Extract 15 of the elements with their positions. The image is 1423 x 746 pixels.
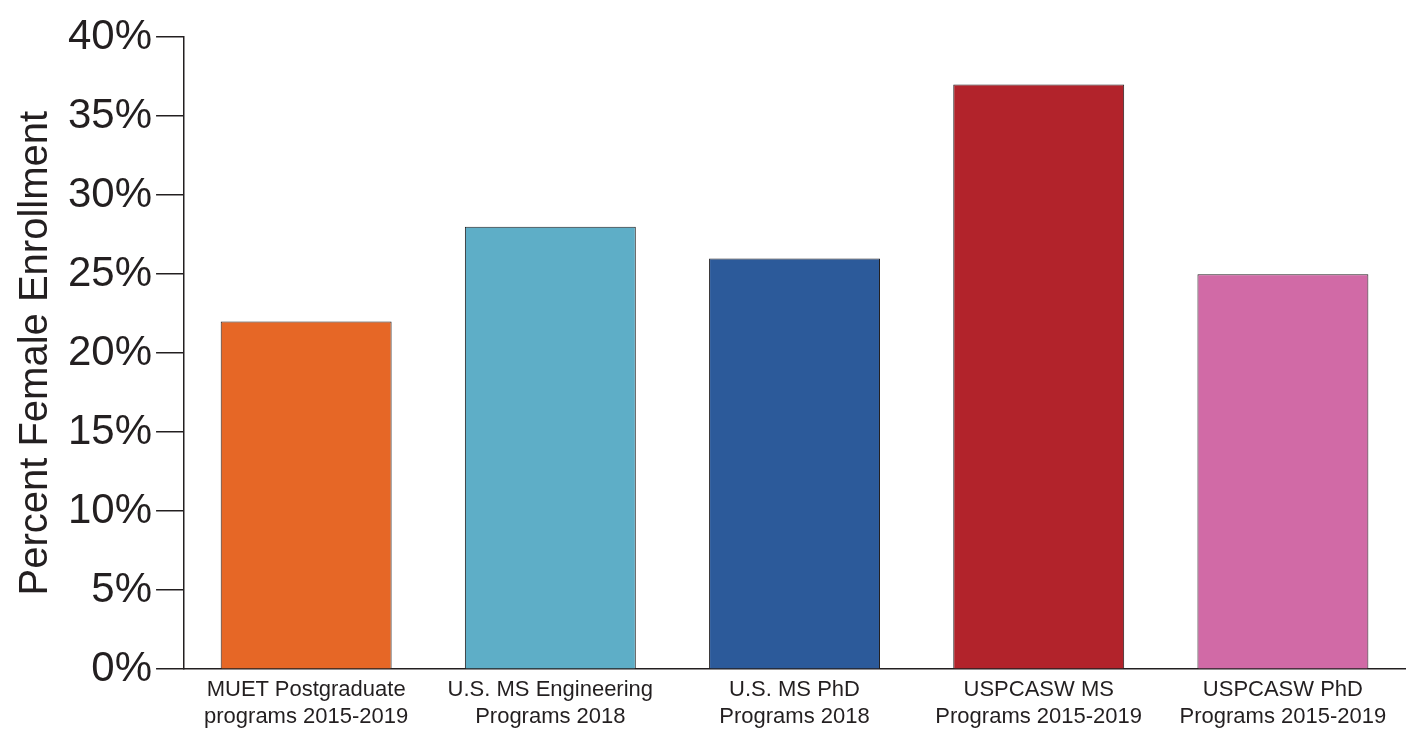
x-tick-label: MUET Postgraduate programs 2015-2019 bbox=[204, 676, 409, 728]
y-tick-label: 25% bbox=[68, 247, 153, 295]
y-tick-label: 30% bbox=[68, 168, 153, 216]
y-tick-label: 35% bbox=[68, 89, 153, 137]
y-tick-label: 40% bbox=[68, 10, 153, 58]
x-tick-label: USPCASW PhD Programs 2015-2019 bbox=[1179, 676, 1387, 728]
y-tick-label: 10% bbox=[68, 484, 153, 532]
y-tick-label: 20% bbox=[68, 326, 153, 374]
y-tick-label: 5% bbox=[91, 563, 153, 611]
x-tick-label: U.S. MS PhD Programs 2018 bbox=[719, 676, 870, 728]
x-tick-label: U.S. MS Engineering Programs 2018 bbox=[447, 676, 654, 728]
y-axis-title: Percent Female Enrollment bbox=[11, 110, 56, 596]
x-tick-label: USPCASW MS Programs 2015-2019 bbox=[935, 676, 1143, 728]
y-tick-label: 0% bbox=[91, 642, 153, 690]
y-tick-label: 15% bbox=[68, 405, 153, 453]
